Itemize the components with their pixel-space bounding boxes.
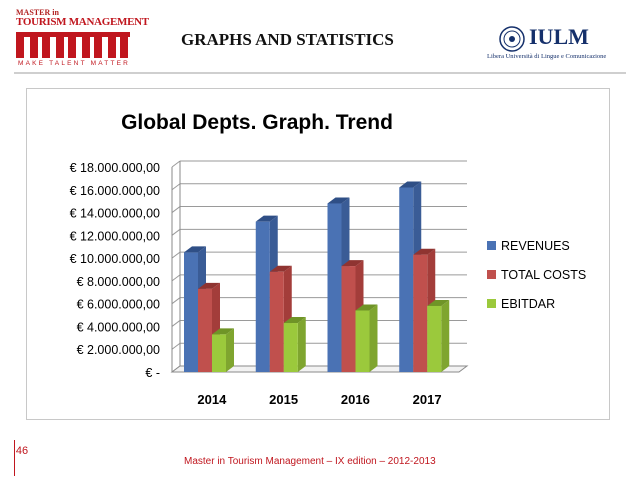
bar-top xyxy=(269,265,292,272)
logo-master-text: MASTER in xyxy=(16,8,59,17)
bar xyxy=(327,203,342,372)
x-tick-label: 2017 xyxy=(413,392,442,407)
footer-text: Master in Tourism Management – IX editio… xyxy=(184,456,436,467)
bar-top xyxy=(283,317,306,324)
gridline-side xyxy=(171,297,181,305)
bar xyxy=(355,310,370,372)
x-tick-label: 2016 xyxy=(341,392,370,407)
bar-top xyxy=(212,328,234,335)
iulm-logo: IULM Libera Università di Lingue e Comun… xyxy=(487,24,627,64)
bar-top xyxy=(413,248,436,255)
iulm-name: IULM xyxy=(529,24,589,49)
legend-label: TOTAL COSTS xyxy=(501,268,586,282)
bar xyxy=(283,323,298,372)
y-tick-label: € 8.000.000,00 xyxy=(77,275,160,289)
bar xyxy=(269,271,284,372)
bar xyxy=(198,288,212,372)
bar xyxy=(399,187,414,372)
iulm-seal-icon xyxy=(499,26,525,52)
bar-side xyxy=(441,299,450,372)
chart-frame: Global Depts. Graph. Trend € - € 2.000.00… xyxy=(26,88,610,420)
bar xyxy=(255,221,270,372)
y-tick-label: € 14.000.000,00 xyxy=(70,207,160,221)
gridline-side xyxy=(171,228,181,236)
bar-top xyxy=(327,197,350,204)
legend-label: EBITDAR xyxy=(501,297,555,311)
master-logo: MASTER in TOURISM MANAGEMENT MAKE TALENT… xyxy=(14,8,149,70)
legend-swatch xyxy=(487,241,496,250)
bar xyxy=(184,252,198,372)
bar xyxy=(341,266,356,372)
page-number: 46 xyxy=(15,445,29,457)
gridline-side xyxy=(171,342,181,350)
bar-top xyxy=(255,215,278,222)
y-tick-label: € - xyxy=(145,366,160,380)
bar-top xyxy=(399,181,422,188)
iulm-subtitle: Libera Università di Lingue e Comunicazi… xyxy=(487,53,607,60)
y-tick-label: € 18.000.000,00 xyxy=(70,161,160,175)
bar-side xyxy=(369,304,378,372)
chart-title: Global Depts. Graph. Trend xyxy=(121,111,393,134)
gridline-side xyxy=(171,160,181,168)
bar xyxy=(212,334,226,372)
footer-accent-line xyxy=(14,440,15,476)
legend-swatch xyxy=(487,270,496,279)
bar-side xyxy=(226,328,234,372)
bar xyxy=(413,254,428,372)
bar-top xyxy=(355,304,378,311)
bar-top xyxy=(184,246,206,253)
logo-tourism-text: TOURISM MANAGEMENT xyxy=(16,16,149,28)
logo-bars-graphic xyxy=(16,32,130,58)
gridline-side xyxy=(171,206,181,213)
bar-top xyxy=(198,282,220,289)
gridline-side xyxy=(171,320,181,327)
x-tick-label: 2015 xyxy=(269,392,298,407)
y-tick-label: € 6.000.000,00 xyxy=(77,298,160,312)
y-tick-label: € 12.000.000,00 xyxy=(70,229,160,243)
gridline-side xyxy=(171,251,181,259)
y-tick-label: € 16.000.000,00 xyxy=(70,184,160,198)
gridline-side xyxy=(171,183,181,191)
bar-top xyxy=(341,260,364,267)
logo-tagline: MAKE TALENT MATTER xyxy=(18,60,131,67)
y-tick-label: € 2.000.000,00 xyxy=(77,343,160,357)
y-tick-label: € 10.000.000,00 xyxy=(70,252,160,266)
gridline-side xyxy=(171,274,181,282)
page-title: GRAPHS AND STATISTICS xyxy=(181,30,394,49)
trend-chart: Global Depts. Graph. Trend € - € 2.000.00… xyxy=(70,111,587,407)
bar-side xyxy=(297,317,306,372)
header-divider xyxy=(14,72,626,74)
bar-top xyxy=(427,299,450,306)
legend-label: REVENUES xyxy=(501,239,570,253)
bar xyxy=(427,305,442,372)
y-tick-label: € 4.000.000,00 xyxy=(77,320,160,334)
legend-swatch xyxy=(487,299,496,308)
x-tick-label: 2014 xyxy=(197,392,227,407)
